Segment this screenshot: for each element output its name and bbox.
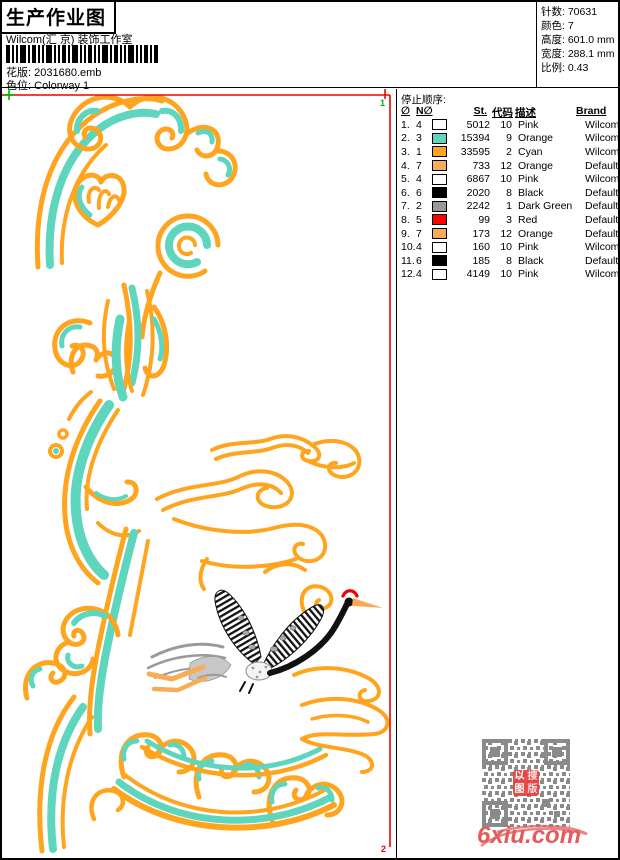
color-swatch xyxy=(432,214,447,226)
extent-markers: 1 2 xyxy=(2,89,391,854)
table-row: 1. 4 5012 10 Pink Wilcom xyxy=(401,118,620,131)
red-seal: 以搜 图版 xyxy=(513,770,539,796)
col-st: St. xyxy=(473,105,487,117)
colorway-value: Colorway 1 xyxy=(34,80,90,92)
color-swatch xyxy=(432,228,447,240)
col-desc: 描述 xyxy=(515,107,536,119)
col-brand: Brand xyxy=(576,105,607,117)
design-height: 高度: 601.0 mm xyxy=(541,34,615,46)
table-row: 12. 4 4149 10 Pink Wilcom xyxy=(401,268,620,281)
color-swatch xyxy=(432,160,447,172)
studio-name: Wilcom(汇 京) 装饰工作室 xyxy=(6,34,133,46)
crane-crown xyxy=(341,589,359,598)
crane-beak xyxy=(352,598,383,608)
site-logo-text: 6xiu.com xyxy=(477,822,582,849)
table-row: 10. 4 160 10 Pink Wilcom xyxy=(401,241,620,254)
page-title: 生产作业图 xyxy=(2,2,117,34)
scale-ratio: 比例: 0.43 xyxy=(541,62,589,74)
color-swatch xyxy=(432,187,447,199)
color-swatch xyxy=(432,132,447,144)
color-swatch xyxy=(432,146,447,158)
color-swatch xyxy=(432,173,447,185)
table-row: 5. 4 6867 10 Pink Wilcom xyxy=(401,173,620,186)
color-swatch xyxy=(432,200,447,212)
stitch-count: 针数: 70631 xyxy=(541,6,598,18)
stop-sequence-rows: 1. 4 5012 10 Pink Wilcom 2. 3 15394 9 Orange Wilco… xyxy=(401,118,620,281)
design-info-box: 针数: 70631 颜色: 7 高度: 601.0 mm 宽度: 288.1 m… xyxy=(537,2,618,88)
color-count: 颜色: 7 xyxy=(541,20,574,32)
color-swatch xyxy=(432,268,447,280)
header: 生产作业图 Wilcom(汇 京) 装饰工作室 花版: 2031680.emb … xyxy=(2,2,537,92)
site-logo: 6xiu.com xyxy=(477,822,588,854)
table-row: 4. 7 733 12 Orange Default xyxy=(401,159,619,172)
qr-code xyxy=(482,739,570,827)
color-swatch xyxy=(432,255,447,267)
crane xyxy=(214,589,383,694)
stop-sequence-header: ∅ N∅ St. 代码 描述 Brand 元素 xyxy=(401,105,618,120)
col-seq: ∅ xyxy=(401,105,410,117)
table-row: 7. 2 2242 1 Dark Green Default xyxy=(401,200,619,213)
start-marker: 1 xyxy=(380,98,385,108)
design-preview: 1 2 xyxy=(2,89,396,858)
pattern-file: 花版: 2031680.emb xyxy=(6,64,101,80)
barcode xyxy=(6,45,158,63)
table-row: 6. 6 2020 8 Black Default xyxy=(401,186,619,199)
table-row: 9. 7 173 12 Orange Default xyxy=(401,227,619,240)
stop-sequence-panel: 停止顺序: ∅ N∅ St. 代码 描述 Brand 元素 1.4501210P… xyxy=(396,89,620,858)
table-row: 8. 5 99 3 Red Default xyxy=(401,213,619,226)
colorway: 色位: Colorway 1 xyxy=(6,77,89,93)
pattern-value: 2031680.emb xyxy=(34,67,102,79)
table-row: 2. 3 15394 9 Orange Wilcom xyxy=(401,132,620,145)
col-n: N∅ xyxy=(416,105,433,117)
pattern-label: 花版: xyxy=(6,67,32,79)
table-row: 11. 6 185 8 Black Default xyxy=(401,254,619,267)
col-code: 代码 xyxy=(492,107,513,119)
table-row: 3. 1 33595 2 Cyan Wilcom xyxy=(401,145,620,158)
stop-sequence-title: 停止顺序: xyxy=(401,94,446,106)
end-marker: 2 xyxy=(381,844,386,854)
embroidery-design: 1 2 xyxy=(2,89,391,854)
design-width: 宽度: 288.1 mm xyxy=(541,48,615,60)
colorway-label: 色位: xyxy=(6,80,32,92)
color-swatch xyxy=(432,119,447,131)
gray-crane xyxy=(146,642,232,693)
color-swatch xyxy=(432,241,447,253)
